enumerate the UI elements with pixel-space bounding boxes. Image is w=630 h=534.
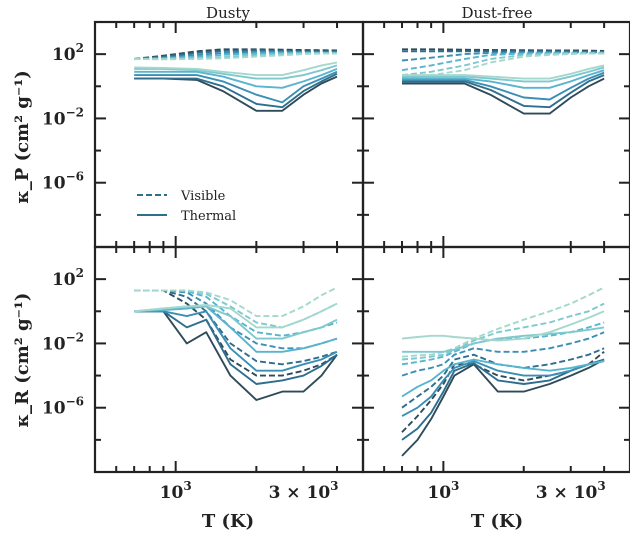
ylabel-kappa-p: κ_P (cm² g⁻¹) [12, 70, 33, 203]
series-line-1-0-8 [134, 310, 338, 372]
series-line-0-1-10 [402, 66, 605, 83]
series-line-0-1-3 [401, 51, 605, 72]
column-title-dusty: Dusty [206, 4, 250, 22]
series-line-1-1-8 [401, 360, 605, 417]
panels-layer: 102 10−2 10−6 102 10−2 10−6 103 3 × 103 103 3 × 1… [42, 20, 630, 503]
series-line-0-0-0 [134, 48, 338, 60]
series-line-0-1-11 [402, 64, 605, 80]
series-line-0-1-0 [402, 48, 605, 52]
series-line-1-0-6 [134, 310, 338, 401]
x-tick-label-0-0: 103 [160, 479, 192, 503]
series-line-1-0-11 [134, 302, 338, 329]
series-line-1-0-1 [134, 289, 338, 366]
series-line-0-1-6 [402, 77, 605, 115]
series-line-1-0-5 [134, 286, 338, 318]
column-title-dust-free: Dust-free [462, 4, 533, 22]
y-tick-label-1-1: 10−2 [42, 330, 84, 354]
series-line-1-1-3 [401, 321, 605, 366]
x-tick-label-1-0: 103 [427, 479, 459, 503]
series-line-1-1-4 [401, 302, 605, 361]
y-tick-label-0-0: 102 [52, 41, 84, 65]
series-line-0-1-8 [402, 71, 605, 101]
series-line-1-1-5 [401, 286, 605, 358]
series-line-1-1-11 [401, 310, 605, 342]
series-line-0-0-7 [134, 72, 338, 109]
series-line-0-1-7 [402, 74, 605, 109]
y-tick-label-1-0: 102 [52, 266, 84, 290]
x-tick-label-0-1: 3 × 103 [269, 479, 339, 503]
y-tick-label-0-1: 10−2 [42, 105, 84, 129]
series-line-1-0-7 [134, 310, 338, 385]
series-line-1-1-1 [401, 347, 605, 409]
series-line-1-0-9 [134, 305, 338, 353]
series-line-0-0-10 [134, 64, 338, 80]
series-line-1-1-9 [401, 358, 605, 398]
x-tick-label-1-1: 3 × 103 [536, 479, 606, 503]
series-line-1-1-2 [401, 331, 605, 377]
series-line-0-0-8 [134, 70, 338, 104]
series-line-1-1-6 [401, 358, 605, 457]
ylabel-kappa-r: κ_R (cm² g⁻¹) [12, 293, 33, 428]
series-line-1-1-10 [402, 326, 605, 353]
series-line-0-0-11 [134, 61, 338, 77]
legend-label-dashed: Visible [180, 189, 226, 204]
legend-label-solid: Thermal [181, 209, 236, 224]
series-line-0-1-9 [402, 69, 605, 89]
series-line-0-0-9 [134, 68, 338, 89]
panel-frame-0-1 [361, 20, 630, 249]
series-line-0-0-5 [134, 52, 337, 61]
panel-frame-1-1 [361, 245, 630, 474]
y-tick-label-1-2: 10−6 [42, 395, 84, 419]
series-line-0-1-5 [401, 52, 605, 80]
xlabel-right: T (K) [471, 511, 523, 532]
y-tick-label-0-2: 10−6 [42, 170, 84, 194]
xlabel-left: T (K) [202, 511, 254, 532]
